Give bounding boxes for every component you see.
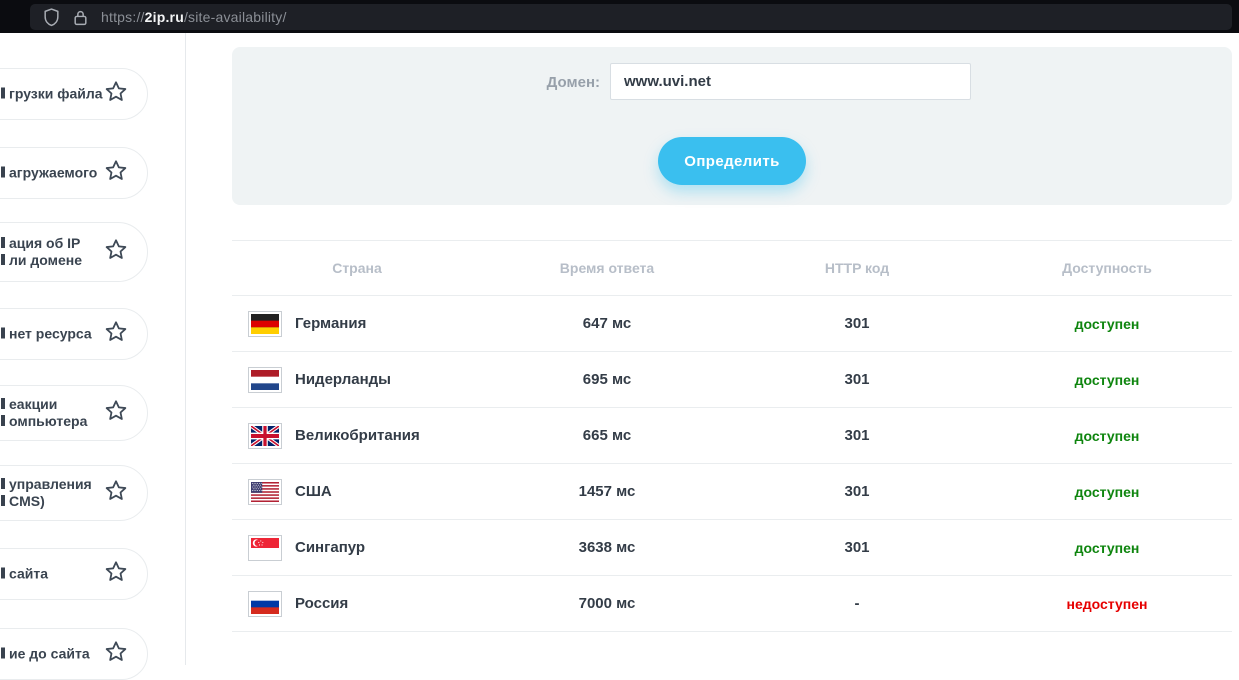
sidebar-tool-item[interactable]: агружаемого — [0, 147, 148, 199]
table-row: Сингапур 3638 мс 301 доступен — [232, 520, 1232, 576]
table-row: Германия 647 мс 301 доступен — [232, 296, 1232, 352]
http-code-value: 301 — [844, 483, 870, 500]
availability-status: доступен — [1074, 427, 1140, 444]
flag-ru-icon — [248, 590, 282, 617]
availability-status: доступен — [1074, 539, 1140, 556]
sidebar-tool-item[interactable]: ация об IP ли домене — [0, 222, 148, 282]
country-name: Германия — [295, 315, 367, 332]
check-button[interactable]: Определить — [658, 137, 806, 185]
response-time-value: 1457 мс — [578, 483, 636, 500]
column-header-response-time: Время ответа — [559, 260, 655, 276]
sidebar-tool-item[interactable]: ие до сайта — [0, 628, 148, 680]
country-name: Нидерланды — [295, 371, 391, 388]
availability-status: доступен — [1074, 371, 1140, 388]
favorite-star-icon[interactable] — [104, 238, 128, 267]
favorite-star-icon[interactable] — [104, 560, 128, 589]
sidebar-tool-label: агружаемого — [1, 165, 97, 182]
sidebar-tool-item[interactable]: грузки файла — [0, 68, 148, 120]
browser-top-bar: https://2ip.ru/site-availability/ — [0, 0, 1239, 33]
response-time-value: 7000 мс — [578, 595, 636, 612]
table-header-row: Страна Время ответа HTTP код Доступность — [232, 240, 1232, 296]
country-name: Сингапур — [295, 539, 366, 556]
sidebar-tool-label: ация об IP ли домене — [1, 235, 82, 269]
http-code-value: 301 — [844, 371, 870, 388]
table-row: США 1457 мс 301 доступен — [232, 464, 1232, 520]
column-header-http-code: HTTP код — [824, 260, 890, 276]
flag-gb-icon — [248, 422, 282, 449]
sidebar-tool-label: грузки файла — [1, 86, 103, 103]
url-text: https://2ip.ru/site-availability/ — [101, 9, 287, 25]
availability-form-panel: Домен: Определить — [232, 47, 1232, 205]
url-domain: 2ip.ru — [144, 9, 184, 25]
sidebar-tool-label: еакции омпьютера — [1, 396, 87, 430]
address-bar[interactable]: https://2ip.ru/site-availability/ — [30, 4, 1232, 30]
http-code-value: - — [854, 595, 860, 612]
country-name: Великобритания — [295, 427, 420, 444]
flag-us-icon — [248, 478, 282, 505]
sidebar-tool-label: нет ресурса — [1, 326, 92, 343]
favorite-star-icon[interactable] — [104, 399, 128, 428]
favorite-star-icon[interactable] — [104, 640, 128, 669]
sidebar-tool-item[interactable]: управления CMS) — [0, 465, 148, 521]
flag-de-icon — [248, 310, 282, 337]
table-row: Россия 7000 мс - недоступен — [232, 576, 1232, 632]
country-name: США — [295, 483, 332, 500]
response-time-value: 665 мс — [582, 427, 632, 444]
table-row: Нидерланды 695 мс 301 доступен — [232, 352, 1232, 408]
response-time-value: 3638 мс — [578, 539, 636, 556]
table-row: Великобритания 665 мс 301 доступен — [232, 408, 1232, 464]
domain-input[interactable] — [610, 63, 971, 100]
country-name: Россия — [295, 595, 349, 612]
favorite-star-icon[interactable] — [104, 80, 128, 109]
sidebar-tool-label: ие до сайта — [1, 646, 90, 663]
response-time-value: 695 мс — [582, 371, 632, 388]
availability-status: доступен — [1074, 315, 1140, 332]
response-time-value: 647 мс — [582, 315, 632, 332]
flag-nl-icon — [248, 366, 282, 393]
http-code-value: 301 — [844, 427, 870, 444]
http-code-value: 301 — [844, 315, 870, 332]
column-header-country: Страна — [332, 260, 382, 276]
favorite-star-icon[interactable] — [104, 159, 128, 188]
flag-sg-icon — [248, 534, 282, 561]
sidebar-divider — [185, 33, 186, 665]
column-header-availability: Доступность — [1062, 260, 1152, 276]
sidebar-tool-item[interactable]: сайта — [0, 548, 148, 600]
favorite-star-icon[interactable] — [104, 479, 128, 508]
domain-label: Домен: — [546, 74, 600, 91]
availability-results-table: Страна Время ответа HTTP код Доступность… — [232, 240, 1232, 632]
shield-icon[interactable] — [43, 7, 60, 27]
http-code-value: 301 — [844, 539, 870, 556]
availability-status: доступен — [1074, 483, 1140, 500]
lock-icon[interactable] — [73, 9, 88, 26]
availability-status: недоступен — [1066, 595, 1148, 612]
sidebar-tool-label: сайта — [1, 566, 48, 583]
sidebar-tool-item[interactable]: нет ресурса — [0, 308, 148, 360]
sidebar-tool-label: управления CMS) — [1, 476, 92, 510]
sidebar-tool-item[interactable]: еакции омпьютера — [0, 385, 148, 441]
favorite-star-icon[interactable] — [104, 320, 128, 349]
